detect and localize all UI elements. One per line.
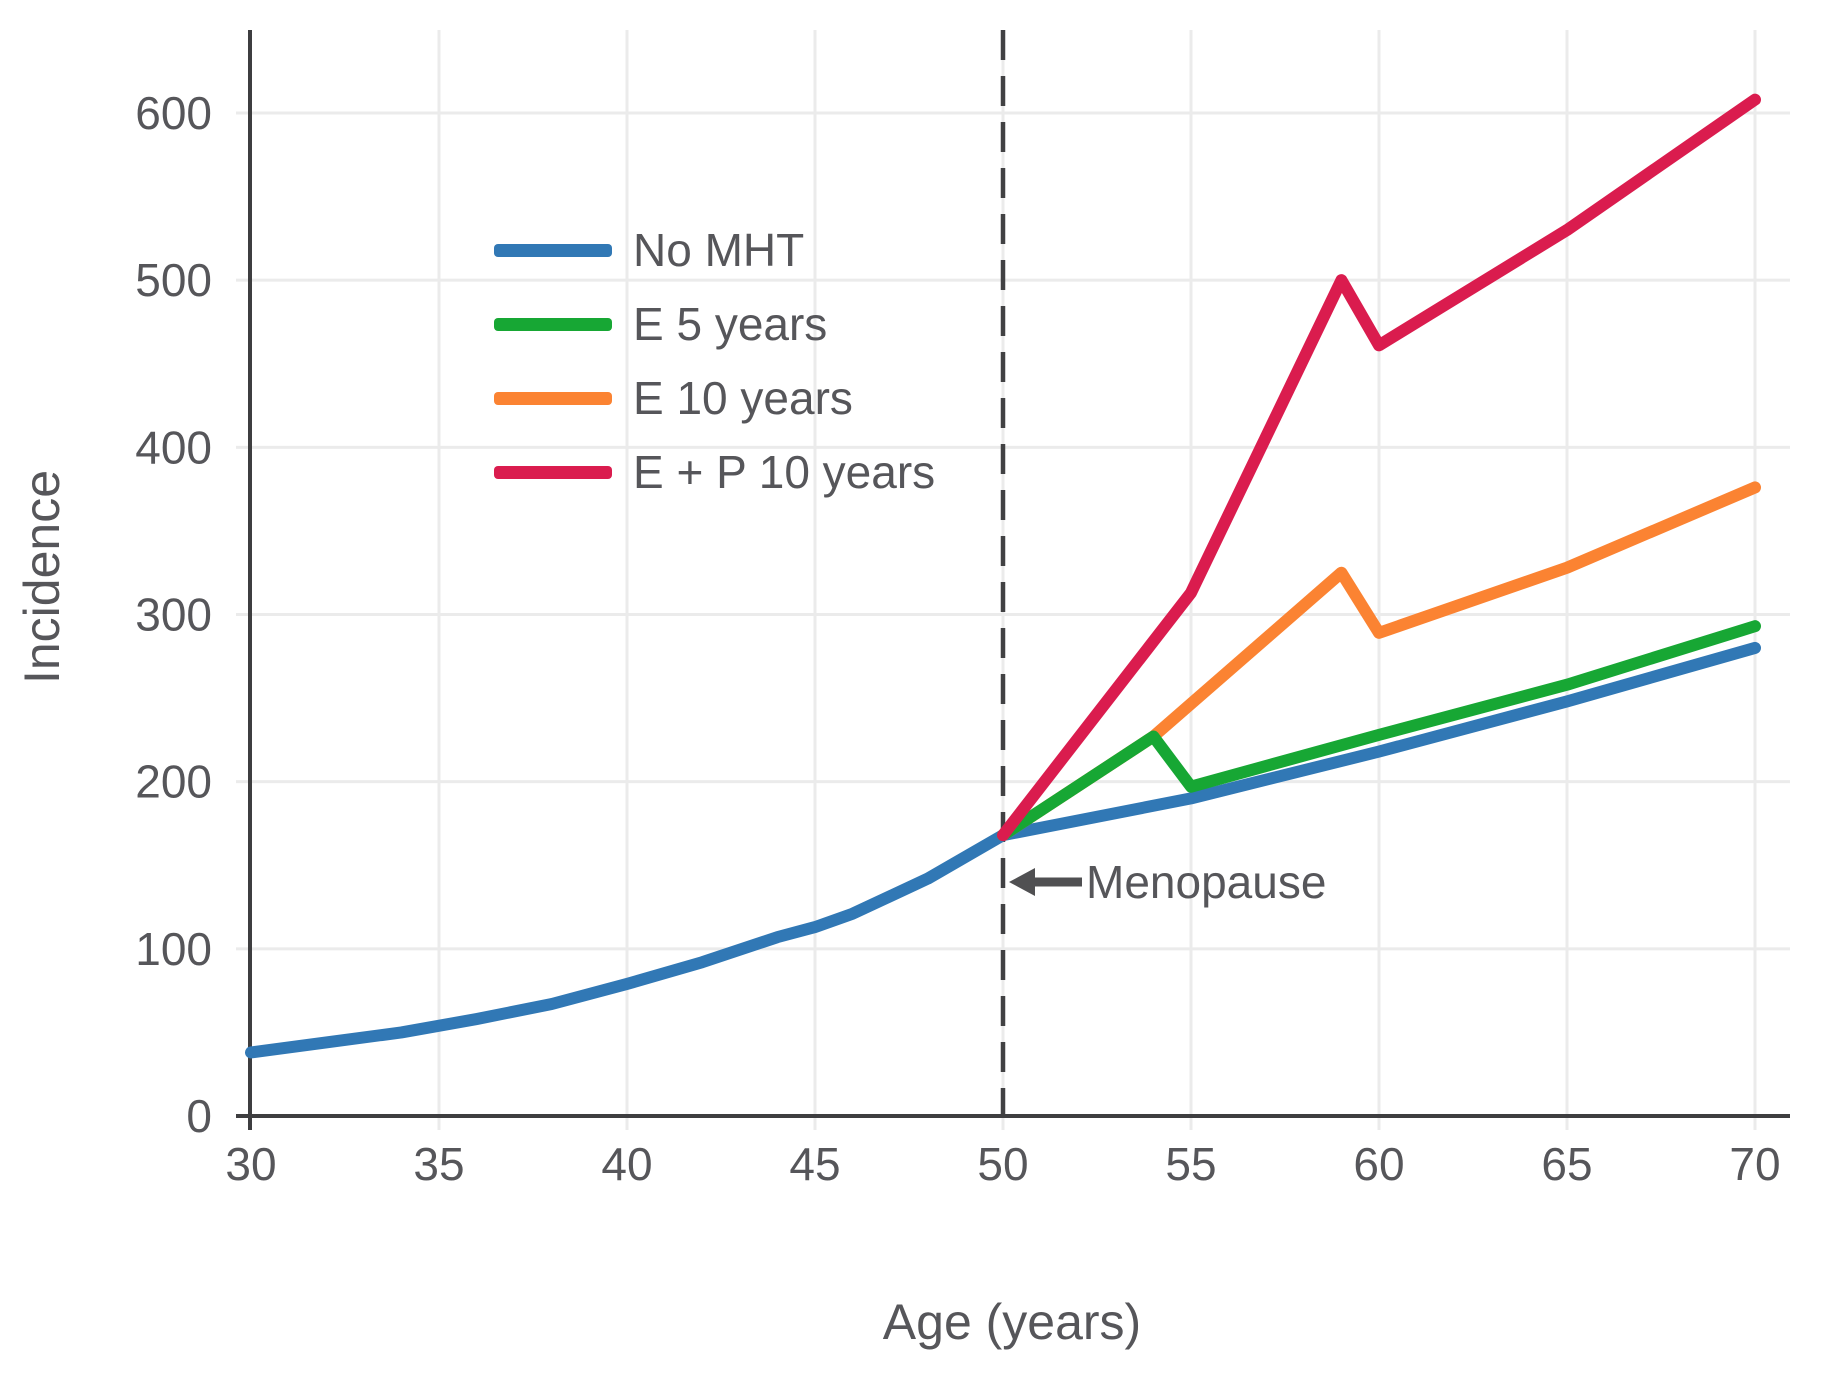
y-tick-label-400: 400 — [135, 421, 212, 473]
y-tick-label-600: 600 — [135, 87, 212, 139]
left-arrow-icon — [1009, 868, 1082, 896]
y-axis-title: Incidence — [14, 469, 70, 685]
legend-swatch-e-p-10-years — [494, 465, 612, 479]
legend-label-e-p-10-years: E + P 10 years — [633, 446, 936, 498]
y-tick-label-0: 0 — [186, 1090, 212, 1142]
legend: No MHT E 5 years E 10 years E + P 10 yea… — [494, 223, 935, 519]
series-line-e-5-years — [997, 620, 1761, 842]
legend-label-no-mht: No MHT — [633, 224, 805, 276]
y-tick-label-300: 300 — [135, 588, 212, 640]
x-tick-label-45: 45 — [789, 1138, 840, 1190]
legend-entry-e-p-10-years: E + P 10 years — [494, 445, 935, 499]
x-tick-label-35: 35 — [413, 1138, 464, 1190]
legend-label-e-10-years: E 10 years — [633, 372, 853, 424]
x-axis-title: Age (years) — [882, 1294, 1142, 1350]
x-tick-label-55: 55 — [1165, 1138, 1216, 1190]
legend-swatch-no-mht — [494, 243, 612, 257]
x-tick-label-40: 40 — [601, 1138, 652, 1190]
x-tick-label-50: 50 — [977, 1138, 1028, 1190]
y-tick-label-100: 100 — [135, 923, 212, 975]
y-tick-label-500: 500 — [135, 254, 212, 306]
menopause-label: Menopause — [1086, 856, 1327, 908]
y-tick-label-200: 200 — [135, 756, 212, 808]
series-line-e-p-10-years — [997, 93, 1761, 842]
x-tick-label-60: 60 — [1353, 1138, 1404, 1190]
x-tick-label-30: 30 — [225, 1138, 276, 1190]
legend-swatch-e-5-years — [494, 317, 612, 331]
legend-entry-no-mht: No MHT — [494, 223, 935, 277]
legend-swatch-e-10-years — [494, 391, 612, 405]
legend-entry-e-5-years: E 5 years — [494, 297, 935, 351]
legend-entry-e-10-years: E 10 years — [494, 371, 935, 425]
legend-label-e-5-years: E 5 years — [633, 298, 828, 350]
menopause-annotation: Menopause — [1008, 858, 1326, 906]
series-line-no-mht — [245, 641, 1761, 1059]
x-tick-label-70: 70 — [1729, 1138, 1780, 1190]
x-tick-label-65: 65 — [1541, 1138, 1592, 1190]
